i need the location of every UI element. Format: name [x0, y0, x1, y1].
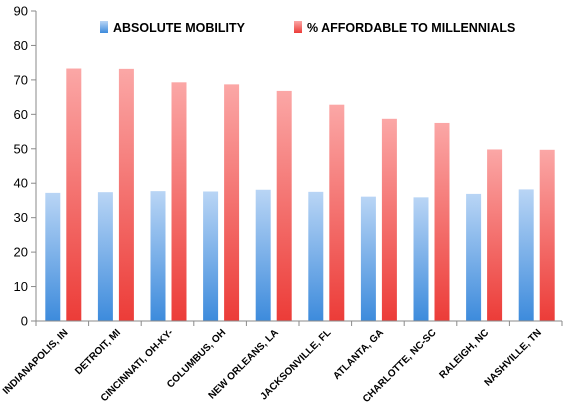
legend-label-0: ABSOLUTE MOBILITY: [113, 21, 246, 35]
y-tick-label-4: 40: [14, 176, 28, 191]
bar-affordable-9: [539, 149, 555, 321]
y-tick-label-1: 10: [14, 279, 28, 294]
bar-affordable-4: [276, 90, 292, 322]
bar-affordable-5: [329, 104, 345, 321]
bar-affordable-7: [434, 122, 450, 321]
x-tick-label-9: NASHVILLE, TN: [483, 327, 544, 388]
x-tick-label-1: DETROIT, MI: [73, 327, 123, 377]
y-tick-label-2: 20: [14, 245, 28, 260]
y-tick-label-0: 0: [21, 314, 28, 329]
bar-mobility-5: [308, 191, 324, 321]
bar-affordable-0: [66, 68, 82, 322]
bar-mobility-6: [360, 196, 376, 321]
y-tick-label-5: 50: [14, 141, 28, 156]
legend-swatch-0: [100, 21, 108, 33]
bar-mobility-0: [45, 192, 61, 321]
y-axis: 0 10 20 30 40 50 60 70 80 90: [14, 4, 37, 329]
legend-swatch-1: [294, 21, 302, 33]
bar-mobility-7: [413, 197, 429, 321]
x-tick-label-8: RALEIGH, NC: [437, 327, 491, 381]
bar-mobility-1: [97, 192, 113, 321]
x-tick-label-6: ATLANTA, GA: [331, 327, 386, 382]
bar-mobility-2: [150, 191, 166, 321]
x-tick-label-0: INDIANAPOLIS, IN: [1, 327, 70, 396]
y-tick-label-8: 80: [14, 38, 28, 53]
bar-mobility-3: [203, 191, 219, 321]
bar-mobility-9: [518, 189, 534, 321]
y-tick-label-3: 30: [14, 210, 28, 225]
bar-affordable-2: [171, 82, 187, 321]
bar-affordable-1: [118, 68, 134, 321]
bar-mobility-8: [466, 193, 482, 321]
legend: ABSOLUTE MOBILITY % AFFORDABLE TO MILLENN…: [100, 21, 515, 35]
bar-affordable-6: [381, 118, 397, 321]
legend-label-1: % AFFORDABLE TO MILLENNIALS: [307, 21, 515, 35]
bars: [45, 68, 555, 322]
y-tick-label-7: 70: [14, 72, 28, 87]
bar-affordable-3: [224, 84, 240, 321]
bar-affordable-8: [487, 149, 503, 321]
bar-mobility-4: [255, 189, 271, 321]
y-tick-label-6: 60: [14, 107, 28, 122]
y-tick-label-9: 90: [14, 4, 28, 19]
